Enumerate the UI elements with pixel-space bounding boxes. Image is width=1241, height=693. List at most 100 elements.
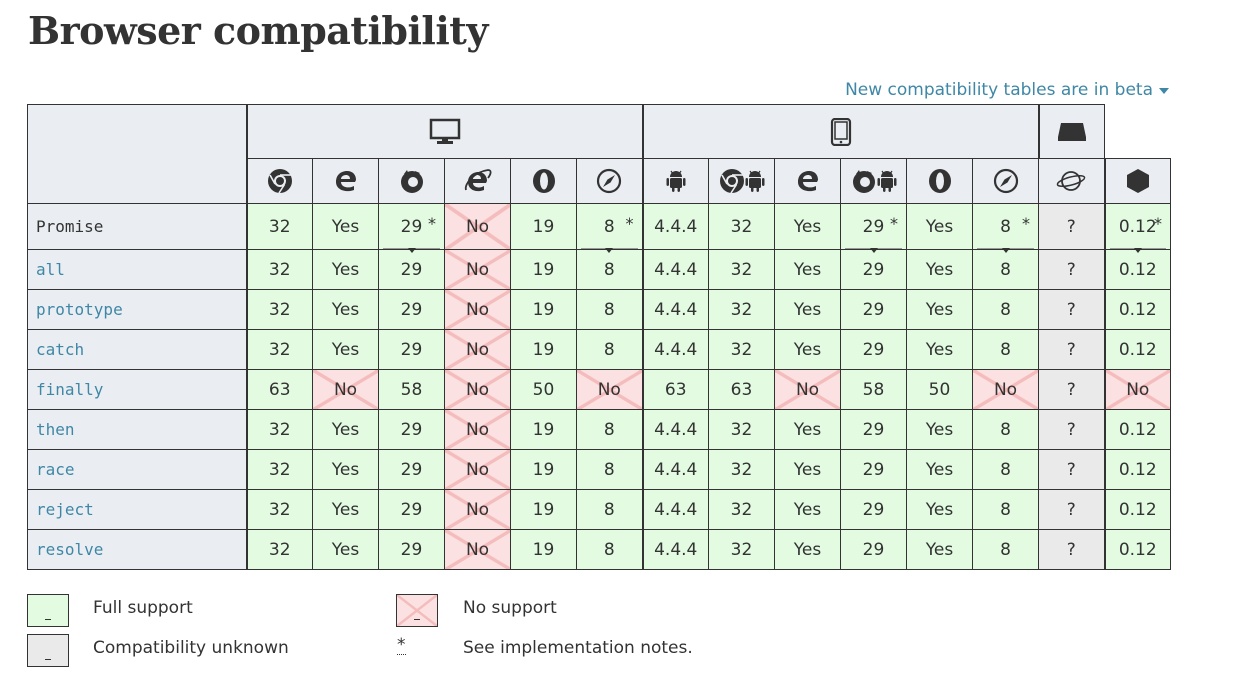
support-cell: 50: [906, 369, 973, 410]
support-value: 29: [862, 216, 885, 237]
legend-unknown-swatch: [27, 634, 69, 667]
support-value: 29: [400, 259, 423, 280]
support-value: ?: [1066, 259, 1076, 280]
support-value: 50: [532, 379, 555, 400]
support-cell: 8: [972, 449, 1039, 490]
support-cell: Yes: [312, 329, 379, 370]
support-value: 29: [862, 299, 885, 320]
support-value: 29: [400, 459, 423, 480]
support-value: Yes: [793, 539, 822, 560]
support-cell: 32: [708, 449, 775, 490]
support-cell: 32: [708, 329, 775, 370]
support-cell: 32: [708, 289, 775, 330]
feature-name[interactable]: prototype: [27, 289, 248, 330]
support-value: ?: [1066, 299, 1076, 320]
support-value: 58: [862, 379, 885, 400]
expand-notes-icon[interactable]: [869, 247, 878, 253]
legend-unknown-label: Compatibility unknown: [93, 638, 289, 658]
support-cell: 8: [972, 409, 1039, 450]
support-cell: 8: [576, 409, 643, 450]
support-cell: 0.12: [1103, 329, 1171, 370]
support-cell: ?: [1038, 203, 1105, 250]
support-cell: 4.4.4: [641, 449, 709, 490]
support-value: ?: [1066, 419, 1076, 440]
feature-name[interactable]: resolve: [27, 529, 248, 570]
support-value: 0.12: [1118, 216, 1157, 237]
support-value: Yes: [925, 339, 954, 360]
feature-name[interactable]: finally: [27, 369, 248, 410]
support-cell: 32: [246, 529, 313, 570]
support-cell: 29: [840, 289, 907, 330]
support-cell: 4.4.4: [641, 249, 709, 290]
support-cell: Yes: [774, 529, 841, 570]
expand-notes-icon[interactable]: [407, 247, 416, 253]
table-row: then 32 Yes 29 No 19 8 4.4.4 32 Yes 29 Yes 8? 0.12: [27, 409, 1171, 450]
support-cell: 4.4.4: [641, 289, 709, 330]
expand-notes-icon[interactable]: [1001, 247, 1010, 253]
support-cell: 29: [378, 529, 445, 570]
support-cell: No: [444, 449, 511, 490]
support-value: 0.12: [1118, 339, 1157, 360]
support-value: No: [465, 299, 490, 320]
support-cell: 0.12: [1103, 489, 1171, 530]
support-value: 19: [532, 259, 555, 280]
support-cell: No: [312, 369, 379, 410]
support-cell[interactable]: 0.12 *: [1103, 203, 1171, 253]
support-value: 0.12: [1118, 499, 1157, 520]
support-value: 19: [532, 339, 555, 360]
support-cell: 58: [378, 369, 445, 410]
support-value: 29: [862, 459, 885, 480]
support-cell: 32: [708, 489, 775, 530]
expand-notes-icon[interactable]: [605, 247, 614, 253]
support-cell: 0.12: [1103, 529, 1171, 570]
support-value: 4.4.4: [654, 539, 698, 560]
support-value: Yes: [793, 216, 822, 237]
support-cell: 29: [378, 489, 445, 530]
support-cell[interactable]: 29 *: [378, 203, 445, 253]
support-cell: Yes: [312, 529, 379, 570]
support-value: ?: [1066, 459, 1076, 480]
support-cell: Yes: [906, 529, 973, 570]
support-cell: No: [444, 369, 511, 410]
firefox-icon: [378, 158, 445, 204]
support-cell[interactable]: 8 *: [972, 203, 1039, 253]
feature-name[interactable]: reject: [27, 489, 248, 530]
support-cell: 8: [972, 489, 1039, 530]
support-value: 8: [1000, 339, 1011, 360]
table-row: finally 63 No 58 No 50 No 63 63 No 58 50 No? No: [27, 369, 1171, 410]
support-cell: 63: [641, 369, 709, 410]
legend-no-swatch: [396, 594, 438, 627]
support-cell: 4.4.4: [641, 203, 709, 250]
support-cell: Yes: [312, 409, 379, 450]
feature-name[interactable]: then: [27, 409, 248, 450]
support-cell[interactable]: 29 *: [840, 203, 907, 253]
support-cell: 32: [246, 329, 313, 370]
support-value: No: [333, 379, 358, 400]
support-value: ?: [1066, 216, 1076, 237]
support-value: 8: [1000, 216, 1011, 237]
support-cell[interactable]: 8 *: [576, 203, 643, 253]
support-value: ?: [1066, 539, 1076, 560]
support-value: No: [465, 379, 490, 400]
support-value: 0.12: [1118, 259, 1157, 280]
support-value: 63: [730, 379, 753, 400]
support-value: 29: [400, 216, 423, 237]
support-cell: 19: [510, 409, 577, 450]
support-value: 29: [400, 419, 423, 440]
support-cell: ?: [1038, 329, 1105, 370]
support-value: 29: [400, 499, 423, 520]
table-row: all 32 Yes 29 No 19 8 4.4.4 32 Yes 29 Yes 8? 0.12: [27, 249, 1171, 290]
feature-name[interactable]: catch: [27, 329, 248, 370]
support-cell: 8: [972, 249, 1039, 290]
expand-notes-icon[interactable]: [1133, 247, 1142, 253]
beta-tables-link[interactable]: New compatibility tables are in beta: [845, 80, 1169, 100]
support-value: 32: [268, 299, 291, 320]
support-cell: 8: [972, 329, 1039, 370]
support-cell: No: [576, 369, 643, 410]
support-value: ?: [1066, 379, 1076, 400]
support-value: 8: [1000, 499, 1011, 520]
feature-name[interactable]: all: [27, 249, 248, 290]
feature-name[interactable]: race: [27, 449, 248, 490]
support-value: 32: [268, 419, 291, 440]
support-value: Yes: [331, 299, 360, 320]
